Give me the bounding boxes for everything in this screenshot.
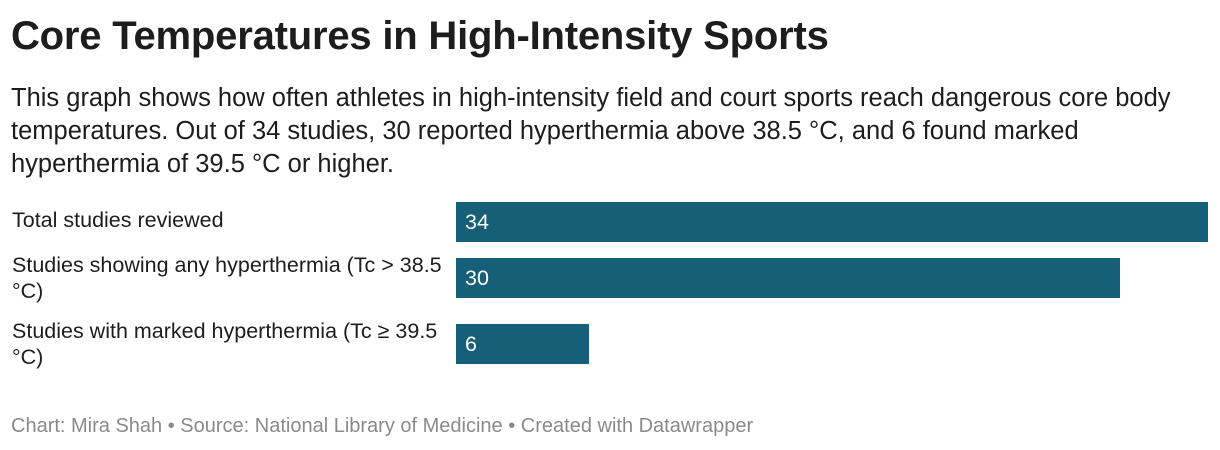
value-label-any-hyperthermia: 30: [465, 266, 489, 290]
category-label-total-studies: Total studies reviewed: [12, 208, 224, 232]
bar-any-hyperthermia: 30: [456, 258, 1120, 298]
chart-credit-footer: Chart: Mira Shah • Source: National Libr…: [11, 415, 754, 437]
bar-row-total-studies: Total studies reviewed 34: [0, 196, 1220, 252]
bar-total-studies: 34: [456, 202, 1208, 242]
bar-row-any-hyperthermia: Studies showing any hyperthermia (Tc > 3…: [0, 252, 1220, 312]
category-label-marked-hyperthermia: Studies with marked hyperthermia (Tc ≥ 3…: [12, 319, 438, 369]
bar-chart: Total studies reviewed 34 Studies showin…: [0, 196, 1220, 386]
chart-subtitle: This graph shows how often athletes in h…: [11, 84, 1171, 178]
bar-marked-hyperthermia: 6: [456, 324, 589, 364]
value-label-total-studies: 34: [465, 210, 489, 234]
chart-title: Core Temperatures in High-Intensity Spor…: [11, 14, 829, 58]
bar-row-marked-hyperthermia: Studies with marked hyperthermia (Tc ≥ 3…: [0, 318, 1220, 378]
category-label-any-hyperthermia: Studies showing any hyperthermia (Tc > 3…: [12, 253, 442, 303]
value-label-marked-hyperthermia: 6: [465, 332, 477, 356]
